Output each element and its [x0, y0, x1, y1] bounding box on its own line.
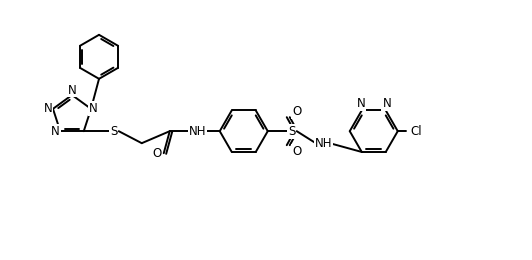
Text: O: O — [152, 147, 161, 160]
Text: N: N — [68, 83, 77, 96]
Text: NH: NH — [315, 137, 332, 150]
Text: S: S — [110, 125, 118, 138]
Text: NH: NH — [189, 125, 206, 138]
Text: S: S — [288, 125, 295, 138]
Text: N: N — [356, 97, 365, 110]
Text: N: N — [89, 102, 97, 115]
Text: N: N — [51, 125, 60, 138]
Text: O: O — [292, 145, 302, 158]
Text: N: N — [44, 102, 52, 115]
Text: N: N — [383, 97, 391, 110]
Text: Cl: Cl — [410, 125, 421, 138]
Text: O: O — [292, 105, 302, 118]
